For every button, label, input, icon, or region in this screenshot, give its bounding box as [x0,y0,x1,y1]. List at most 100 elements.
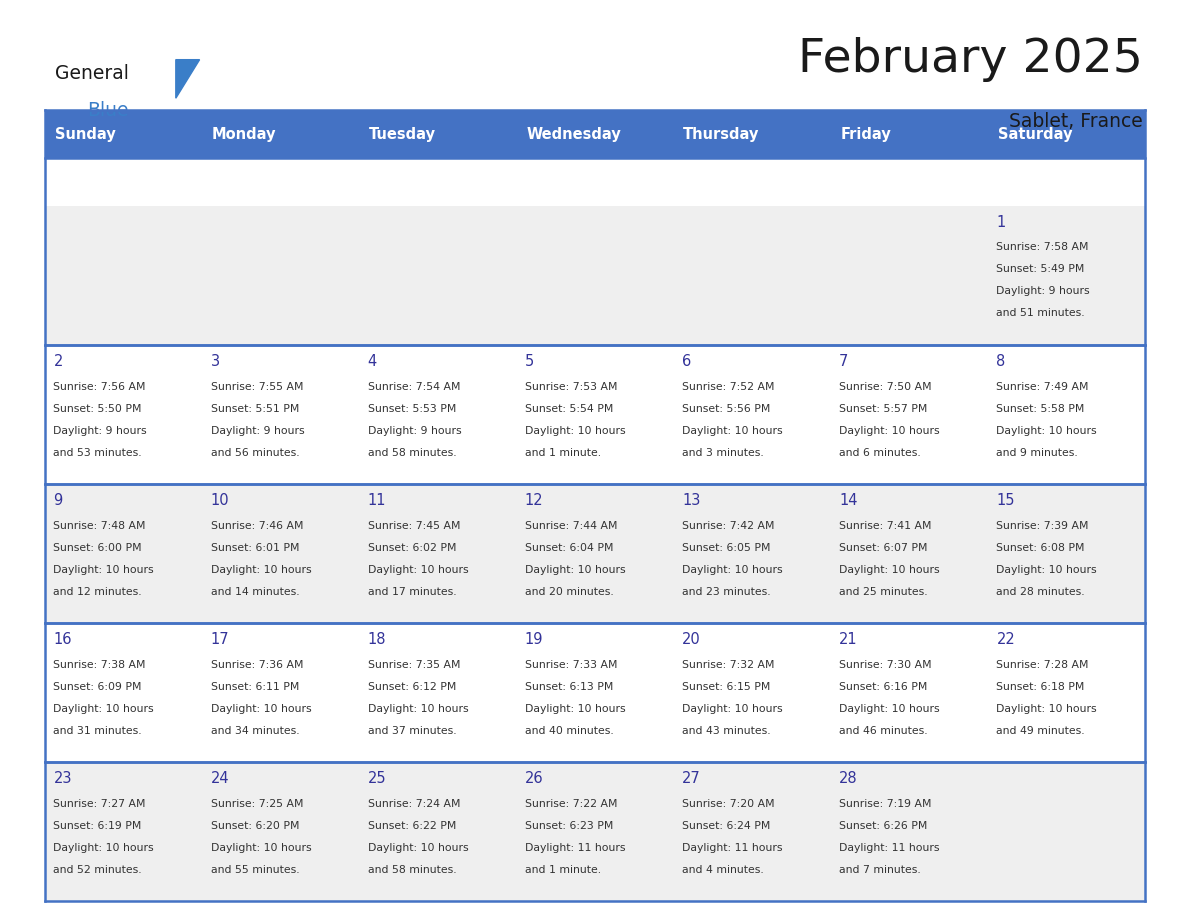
Text: and 58 minutes.: and 58 minutes. [368,865,456,875]
Text: and 25 minutes.: and 25 minutes. [839,587,928,597]
Text: Sunset: 6:05 PM: Sunset: 6:05 PM [682,543,771,553]
Text: Sunday: Sunday [55,127,115,141]
Text: Sunset: 6:15 PM: Sunset: 6:15 PM [682,682,771,692]
Text: Tuesday: Tuesday [369,127,436,141]
Text: Daylight: 10 hours: Daylight: 10 hours [210,704,311,714]
Text: Wednesday: Wednesday [526,127,621,141]
Text: Sunrise: 7:52 AM: Sunrise: 7:52 AM [682,382,775,391]
Text: Sunrise: 7:20 AM: Sunrise: 7:20 AM [682,799,775,809]
Text: and 12 minutes.: and 12 minutes. [53,587,143,597]
Text: and 1 minute.: and 1 minute. [525,865,601,875]
Text: 26: 26 [525,771,544,787]
Text: Daylight: 10 hours: Daylight: 10 hours [53,565,154,575]
Text: Sunset: 5:53 PM: Sunset: 5:53 PM [368,404,456,413]
Text: Daylight: 10 hours: Daylight: 10 hours [210,565,311,575]
Text: 12: 12 [525,493,544,509]
Text: Sunrise: 7:25 AM: Sunrise: 7:25 AM [210,799,303,809]
Text: 5: 5 [525,354,535,369]
Text: Daylight: 10 hours: Daylight: 10 hours [682,565,783,575]
Text: and 55 minutes.: and 55 minutes. [210,865,299,875]
Text: Sunset: 6:18 PM: Sunset: 6:18 PM [997,682,1085,692]
Text: Daylight: 10 hours: Daylight: 10 hours [682,426,783,435]
Text: Monday: Monday [211,127,277,141]
Text: Daylight: 10 hours: Daylight: 10 hours [368,843,468,853]
Text: Sunrise: 7:54 AM: Sunrise: 7:54 AM [368,382,460,391]
Text: Sunrise: 7:39 AM: Sunrise: 7:39 AM [997,521,1089,531]
Text: Sunrise: 7:27 AM: Sunrise: 7:27 AM [53,799,146,809]
Text: Sunset: 6:16 PM: Sunset: 6:16 PM [839,682,928,692]
Text: Daylight: 10 hours: Daylight: 10 hours [839,426,940,435]
Text: 23: 23 [53,771,72,787]
Text: February 2025: February 2025 [798,37,1143,82]
Text: Sunset: 6:23 PM: Sunset: 6:23 PM [525,821,613,831]
Text: Friday: Friday [840,127,891,141]
Text: 16: 16 [53,633,72,647]
Text: and 56 minutes.: and 56 minutes. [210,448,299,457]
Text: Daylight: 11 hours: Daylight: 11 hours [682,843,783,853]
Text: and 49 minutes.: and 49 minutes. [997,726,1085,736]
Text: 13: 13 [682,493,701,509]
Text: Sunset: 6:24 PM: Sunset: 6:24 PM [682,821,771,831]
Text: and 6 minutes.: and 6 minutes. [839,448,921,457]
Text: Daylight: 11 hours: Daylight: 11 hours [839,843,940,853]
Text: Daylight: 10 hours: Daylight: 10 hours [368,565,468,575]
Text: Sunset: 6:02 PM: Sunset: 6:02 PM [368,543,456,553]
Text: Daylight: 10 hours: Daylight: 10 hours [839,704,940,714]
Text: Sunrise: 7:45 AM: Sunrise: 7:45 AM [368,521,460,531]
Text: 14: 14 [839,493,858,509]
Text: 2: 2 [53,354,63,369]
Text: Sunset: 6:20 PM: Sunset: 6:20 PM [210,821,299,831]
Text: Sunset: 6:22 PM: Sunset: 6:22 PM [368,821,456,831]
Text: Sunset: 6:00 PM: Sunset: 6:00 PM [53,543,143,553]
Text: Daylight: 10 hours: Daylight: 10 hours [53,843,154,853]
Text: Saturday: Saturday [998,127,1072,141]
Text: 7: 7 [839,354,848,369]
Text: 27: 27 [682,771,701,787]
Text: Sunrise: 7:24 AM: Sunrise: 7:24 AM [368,799,460,809]
Text: and 4 minutes.: and 4 minutes. [682,865,764,875]
Text: and 52 minutes.: and 52 minutes. [53,865,143,875]
Text: and 23 minutes.: and 23 minutes. [682,587,771,597]
Text: and 20 minutes.: and 20 minutes. [525,587,614,597]
Text: Sunset: 6:09 PM: Sunset: 6:09 PM [53,682,141,692]
Text: Sunrise: 7:56 AM: Sunrise: 7:56 AM [53,382,146,391]
Text: Sunset: 6:04 PM: Sunset: 6:04 PM [525,543,613,553]
Text: Sunrise: 7:48 AM: Sunrise: 7:48 AM [53,521,146,531]
Text: and 53 minutes.: and 53 minutes. [53,448,143,457]
Text: Sunset: 6:26 PM: Sunset: 6:26 PM [839,821,928,831]
Text: 8: 8 [997,354,1006,369]
Text: General: General [55,64,128,84]
Text: Sunset: 5:58 PM: Sunset: 5:58 PM [997,404,1085,413]
Text: 25: 25 [368,771,386,787]
Text: Sunrise: 7:36 AM: Sunrise: 7:36 AM [210,660,303,670]
Text: and 17 minutes.: and 17 minutes. [368,587,456,597]
Text: Sunrise: 7:30 AM: Sunrise: 7:30 AM [839,660,931,670]
Text: Sunrise: 7:58 AM: Sunrise: 7:58 AM [997,242,1089,252]
Text: Daylight: 10 hours: Daylight: 10 hours [210,843,311,853]
Text: Daylight: 10 hours: Daylight: 10 hours [839,565,940,575]
Text: Sunrise: 7:33 AM: Sunrise: 7:33 AM [525,660,618,670]
Text: Sunrise: 7:55 AM: Sunrise: 7:55 AM [210,382,303,391]
Text: and 37 minutes.: and 37 minutes. [368,726,456,736]
Text: Sunset: 5:54 PM: Sunset: 5:54 PM [525,404,613,413]
Text: Daylight: 9 hours: Daylight: 9 hours [368,426,461,435]
Text: Sunset: 5:57 PM: Sunset: 5:57 PM [839,404,928,413]
Text: and 43 minutes.: and 43 minutes. [682,726,771,736]
Text: Sunset: 6:11 PM: Sunset: 6:11 PM [210,682,299,692]
Text: 20: 20 [682,633,701,647]
Text: Sunrise: 7:35 AM: Sunrise: 7:35 AM [368,660,460,670]
Text: Daylight: 10 hours: Daylight: 10 hours [53,704,154,714]
Text: Daylight: 9 hours: Daylight: 9 hours [997,286,1091,297]
Text: 15: 15 [997,493,1015,509]
Text: Sunrise: 7:22 AM: Sunrise: 7:22 AM [525,799,618,809]
Text: 17: 17 [210,633,229,647]
Text: Daylight: 9 hours: Daylight: 9 hours [210,426,304,435]
Text: Daylight: 11 hours: Daylight: 11 hours [525,843,625,853]
Text: 24: 24 [210,771,229,787]
Text: 6: 6 [682,354,691,369]
Text: Daylight: 10 hours: Daylight: 10 hours [525,426,626,435]
Text: Sunset: 6:08 PM: Sunset: 6:08 PM [997,543,1085,553]
Text: Sunrise: 7:50 AM: Sunrise: 7:50 AM [839,382,931,391]
Text: Sunset: 6:13 PM: Sunset: 6:13 PM [525,682,613,692]
Text: Daylight: 10 hours: Daylight: 10 hours [997,565,1097,575]
